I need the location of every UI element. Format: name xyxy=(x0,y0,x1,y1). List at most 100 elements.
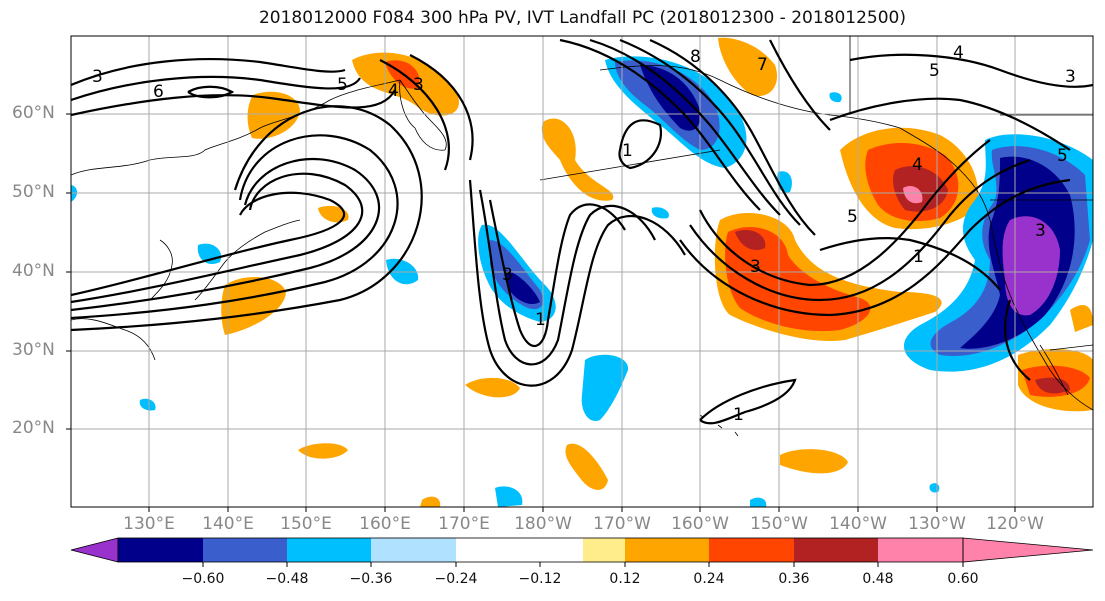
ivt-contour xyxy=(71,75,361,102)
contour-label: 3 xyxy=(1035,221,1046,241)
lat-tick-marks xyxy=(66,113,71,430)
pv-blob xyxy=(298,443,348,459)
pv-blob xyxy=(1070,305,1093,332)
contour-label: 3 xyxy=(92,67,103,87)
lon-label-160w: 160°W xyxy=(671,514,729,534)
lat-label-20n: 20°N xyxy=(12,418,55,438)
colorbar-left-arrow xyxy=(70,537,119,563)
lon-tick-marks xyxy=(148,507,1016,512)
ivt-contour xyxy=(618,119,663,170)
lon-label-170w: 170°W xyxy=(593,514,651,534)
contour-label: 3 xyxy=(750,257,761,277)
ivt-contour xyxy=(829,97,1071,151)
contour-label: 4 xyxy=(953,43,964,63)
coastline-japan xyxy=(194,219,301,301)
pv-blob xyxy=(725,226,871,332)
ivt-contour xyxy=(819,236,1001,291)
ivt-contour xyxy=(71,157,381,312)
ivt-contour xyxy=(71,89,396,117)
lon-label-130e: 130°E xyxy=(123,514,175,534)
ivt-contour xyxy=(559,38,761,211)
pv-blob xyxy=(903,185,923,204)
colorbar-tick-label: −0.60 xyxy=(181,571,225,587)
contour-label: 5 xyxy=(1057,146,1068,166)
pv-blob xyxy=(247,91,300,139)
contour-labels: 3 6 5 4 3 3 1 8 7 1 5 4 3 3 5 1 1 5 4 3 xyxy=(92,43,1076,425)
contour-label: 1 xyxy=(535,310,546,330)
colorbar-segment xyxy=(203,538,287,562)
contour-label: 4 xyxy=(912,155,923,175)
lat-label-50n: 50°N xyxy=(12,182,55,202)
colorbar-segment xyxy=(583,538,625,562)
colorbar-tick-label: −0.24 xyxy=(434,571,478,587)
colorbar-right-arrow xyxy=(962,537,1094,563)
colorbar-segment xyxy=(118,538,203,562)
pv-blob xyxy=(221,276,286,335)
pv-blob xyxy=(750,497,767,507)
lat-label-40n: 40°N xyxy=(12,261,55,281)
colorbar-segment xyxy=(371,538,456,562)
coastline-na-west xyxy=(899,127,1093,411)
ivt-contour xyxy=(849,53,1093,88)
contour-label: 1 xyxy=(622,141,633,161)
pv-blob xyxy=(541,118,614,201)
colorbar-tick-label: 0.48 xyxy=(862,571,894,587)
colorbar xyxy=(70,537,1094,567)
pv-shading-layer xyxy=(71,37,1093,507)
colorbar-segment xyxy=(287,538,371,562)
ivt-contour xyxy=(1004,299,1031,381)
pv-blob xyxy=(780,449,848,474)
coastline-alaska xyxy=(599,65,901,129)
lon-label-140e: 140°E xyxy=(202,514,254,534)
gridlines xyxy=(71,36,1093,507)
ivt-contour xyxy=(488,199,626,348)
pv-blob xyxy=(735,229,766,251)
contour-label: 1 xyxy=(733,405,744,425)
contour-label: 8 xyxy=(690,47,701,67)
contour-label: 5 xyxy=(929,61,940,81)
pv-blob xyxy=(495,486,523,507)
ivt-contour xyxy=(769,39,831,131)
pv-blob xyxy=(465,377,520,398)
map-title: 2018012000 F084 300 hPa PV, IVT Landfall… xyxy=(258,8,906,28)
ivt-contour xyxy=(379,59,450,171)
contour-label: 7 xyxy=(757,55,768,75)
pv-blob xyxy=(386,258,419,285)
ivt-contour xyxy=(689,158,1031,302)
ivt-contour xyxy=(589,38,781,216)
coastline-korea xyxy=(149,239,173,301)
colorbar-tick-label: 0.24 xyxy=(693,571,725,587)
ivt-contour xyxy=(649,38,816,236)
pv-blob xyxy=(829,92,842,103)
coastline-baja xyxy=(1039,344,1069,396)
ivt-contour xyxy=(71,134,399,320)
pv-blob xyxy=(893,166,948,212)
contour-label: 5 xyxy=(337,75,348,95)
lon-label-120w: 120°W xyxy=(986,514,1044,534)
ivt-contour xyxy=(187,85,235,99)
lat-label-60n: 60°N xyxy=(12,103,55,123)
ivt-contour xyxy=(478,189,656,366)
lon-label-180w: 180°W xyxy=(514,514,572,534)
pv-blob xyxy=(420,496,441,507)
ivt-contour xyxy=(699,378,797,425)
ivt-contour xyxy=(71,58,346,87)
ivt-contour xyxy=(71,172,364,304)
contour-label: 4 xyxy=(388,81,399,101)
contour-label: 3 xyxy=(413,75,424,95)
pv-blob xyxy=(318,205,349,223)
colorbar-ticks xyxy=(202,562,964,567)
colorbar-tick-label: 0.36 xyxy=(778,571,810,587)
ivt-contour xyxy=(409,54,474,161)
colorbar-tick-label: −0.48 xyxy=(265,571,309,587)
lat-label-30n: 30°N xyxy=(12,340,55,360)
contour-label: 6 xyxy=(153,82,164,102)
colorbar-segment xyxy=(709,538,794,562)
ivt-contour xyxy=(619,38,801,226)
pv-blob xyxy=(565,443,608,490)
contour-label: 1 xyxy=(913,247,924,267)
lon-label-140w: 140°W xyxy=(829,514,887,534)
ivt-contours xyxy=(71,38,1093,425)
pv-blob xyxy=(505,270,540,305)
